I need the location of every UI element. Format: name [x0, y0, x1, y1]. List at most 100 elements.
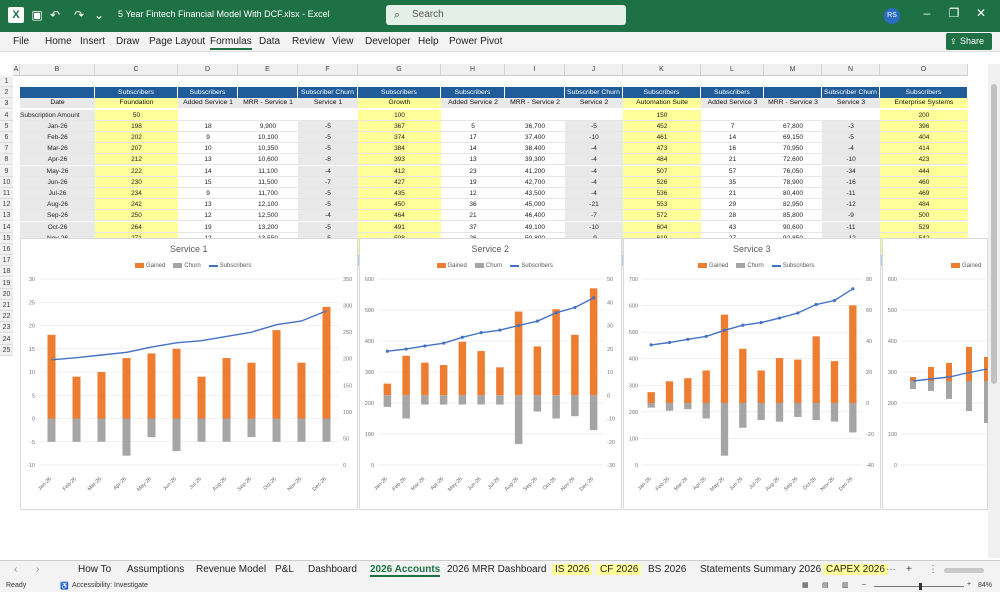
- row-header[interactable]: 7: [0, 143, 13, 155]
- vertical-scrollbar[interactable]: [988, 64, 1000, 558]
- table-cell[interactable]: 230: [95, 176, 178, 188]
- table-cell[interactable]: 29: [701, 199, 764, 211]
- table-cell[interactable]: 37,400: [505, 132, 565, 143]
- column-header[interactable]: C: [95, 64, 178, 76]
- table-cell[interactable]: 427: [358, 176, 441, 188]
- row-header[interactable]: 23: [0, 322, 13, 334]
- subscription-amount-cell[interactable]: 50: [95, 109, 178, 121]
- header-title-cell[interactable]: Subscribers: [178, 87, 238, 99]
- header-sub-cell[interactable]: MRR - Service 3: [764, 98, 822, 109]
- zoom-level[interactable]: 84%: [978, 582, 993, 589]
- table-cell[interactable]: 43: [701, 222, 764, 233]
- header-title-cell[interactable]: Subscriber Churn: [822, 87, 880, 99]
- column-header[interactable]: M: [764, 64, 822, 76]
- table-cell[interactable]: 90,600: [764, 222, 822, 233]
- header-title-cell[interactable]: Subscriber Churn: [298, 87, 358, 99]
- row-header[interactable]: 18: [0, 266, 13, 278]
- menu-developer[interactable]: Developer: [365, 36, 411, 47]
- subscription-amount-cell[interactable]: [505, 110, 565, 121]
- table-cell[interactable]: 484: [623, 154, 701, 166]
- menu-file[interactable]: File: [13, 36, 30, 47]
- subscription-amount-cell[interactable]: [764, 110, 822, 121]
- table-cell[interactable]: 67,800: [764, 121, 822, 132]
- header-sub-cell[interactable]: Foundation: [95, 98, 178, 109]
- table-cell[interactable]: 11,700: [238, 188, 298, 199]
- zoom-slider-thumb[interactable]: [919, 583, 922, 590]
- table-cell[interactable]: -12: [822, 199, 880, 211]
- table-cell[interactable]: 464: [358, 210, 441, 222]
- table-cell[interactable]: -16: [822, 176, 880, 188]
- row-header[interactable]: 24: [0, 333, 13, 345]
- header-title-cell[interactable]: Subscribers: [95, 87, 178, 99]
- column-header[interactable]: K: [623, 64, 701, 76]
- subscription-amount-cell[interactable]: [565, 110, 623, 121]
- status-accessibility[interactable]: Accessibility: Investigate: [72, 582, 148, 589]
- header-sub-cell[interactable]: Growth: [358, 98, 441, 109]
- header-sub-cell[interactable]: MRR - Service 2: [505, 98, 565, 109]
- user-avatar[interactable]: RS: [884, 8, 900, 24]
- customize-qat-icon[interactable]: ⌄: [93, 8, 105, 22]
- table-cell[interactable]: 14: [441, 143, 505, 155]
- table-cell[interactable]: 9: [178, 132, 238, 143]
- table-cell[interactable]: 46,400: [505, 210, 565, 222]
- table-cell[interactable]: 69,150: [764, 132, 822, 143]
- tab-assumptions[interactable]: Assumptions: [127, 564, 185, 575]
- month-cell[interactable]: Jun-26: [20, 176, 95, 188]
- table-cell[interactable]: 21: [701, 188, 764, 199]
- column-header[interactable]: E: [238, 64, 298, 76]
- header-title-cell[interactable]: [505, 87, 565, 99]
- restore-icon[interactable]: ❐: [948, 6, 960, 20]
- menu-view[interactable]: View: [332, 36, 354, 47]
- table-cell[interactable]: -11: [822, 221, 880, 233]
- header-title-cell[interactable]: Subscribers: [623, 87, 701, 99]
- minimize-icon[interactable]: –: [923, 6, 931, 20]
- tab-is-2026[interactable]: IS 2026: [552, 564, 593, 575]
- save-icon[interactable]: ▣: [31, 8, 43, 22]
- table-cell[interactable]: 18: [178, 121, 238, 132]
- normal-view-icon[interactable]: ▦: [802, 582, 809, 589]
- subscription-amount-cell[interactable]: 100: [358, 109, 441, 121]
- month-cell[interactable]: Aug-26: [20, 199, 95, 211]
- close-icon[interactable]: ✕: [975, 6, 987, 20]
- table-cell[interactable]: 374: [358, 132, 441, 143]
- header-sub-cell[interactable]: Added Service 2: [441, 98, 505, 109]
- header-sub-cell[interactable]: Service 1: [298, 98, 358, 109]
- table-cell[interactable]: 461: [623, 132, 701, 143]
- tab-2026-mrr-dashboard[interactable]: 2026 MRR Dashboard: [447, 564, 547, 575]
- table-cell[interactable]: 393: [358, 154, 441, 166]
- table-cell[interactable]: 21: [701, 154, 764, 166]
- header-title-cell[interactable]: Subscriber Churn: [565, 87, 623, 99]
- table-cell[interactable]: 404: [880, 132, 968, 143]
- table-cell[interactable]: 72,600: [764, 154, 822, 166]
- table-cell[interactable]: 28: [701, 210, 764, 222]
- table-cell[interactable]: 57: [701, 166, 764, 177]
- month-cell[interactable]: Jan-26: [20, 120, 95, 132]
- table-cell[interactable]: 78,900: [764, 177, 822, 188]
- column-header[interactable]: J: [565, 64, 623, 76]
- table-cell[interactable]: -8: [298, 154, 358, 166]
- menu-draw[interactable]: Draw: [116, 36, 140, 47]
- tab-bs-2026[interactable]: BS 2026: [648, 564, 687, 575]
- menu-home[interactable]: Home: [45, 36, 72, 47]
- table-cell[interactable]: 414: [880, 143, 968, 155]
- subscription-amount-cell[interactable]: 150: [623, 109, 701, 121]
- tab-scroll-left-icon[interactable]: ‹: [14, 564, 18, 575]
- table-cell[interactable]: 11,100: [238, 166, 298, 177]
- scrollbar-thumb[interactable]: [991, 84, 997, 384]
- table-cell[interactable]: 16: [701, 143, 764, 155]
- row-header[interactable]: 21: [0, 300, 13, 311]
- table-cell[interactable]: 13: [178, 154, 238, 166]
- table-cell[interactable]: 42,700: [505, 177, 565, 188]
- header-title-cell[interactable]: Subscribers: [701, 87, 764, 99]
- column-header[interactable]: O: [880, 64, 968, 76]
- table-cell[interactable]: -7: [565, 210, 623, 222]
- table-cell[interactable]: 7: [701, 121, 764, 132]
- table-cell[interactable]: 450: [358, 199, 441, 211]
- header-sub-cell[interactable]: MRR - Service 1: [238, 98, 298, 109]
- table-cell[interactable]: 9,900: [238, 121, 298, 132]
- table-cell[interactable]: 13: [178, 199, 238, 211]
- table-cell[interactable]: 500: [880, 210, 968, 222]
- more-tabs-icon[interactable]: ···: [886, 564, 896, 575]
- table-cell[interactable]: 76,050: [764, 166, 822, 177]
- chart-service-4[interactable]: Gained 600 500 400 300 200 100 0: [882, 238, 989, 510]
